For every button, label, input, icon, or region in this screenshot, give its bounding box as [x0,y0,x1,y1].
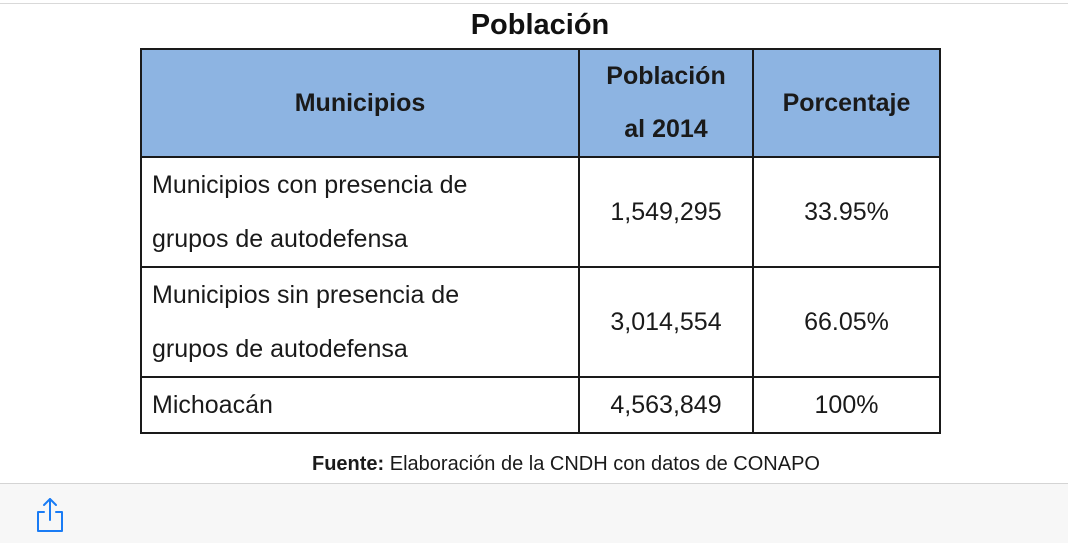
row-porcentaje: 33.95% [752,156,941,268]
table-row: Municipios con presencia de grupos de au… [140,156,941,268]
row-municipio-name: Municipios sin presencia de grupos de au… [140,266,580,378]
header-poblacion: Población al 2014 [578,48,754,158]
row-name-line2: grupos de autodefensa [152,225,408,253]
source-text: Elaboración de la CNDH con datos de CONA… [384,453,820,475]
row-porcentaje: 66.05% [752,266,941,378]
header-municipios: Municipios [140,48,580,158]
row-poblacion: 4,563,849 [578,376,754,434]
population-table: Municipios Población al 2014 Porcentaje … [140,48,941,434]
table-row: Municipios sin presencia de grupos de au… [140,266,941,378]
row-municipio-name: Municipios con presencia de grupos de au… [140,156,580,268]
share-icon [37,498,63,532]
row-porcentaje: 100% [752,376,941,434]
top-divider [0,3,1068,4]
row-name-line2: grupos de autodefensa [152,335,408,363]
source-label: Fuente: [312,453,385,475]
table-header-row: Municipios Población al 2014 Porcentaje [140,48,941,158]
bottom-toolbar [0,483,1068,543]
row-poblacion: 1,549,295 [578,156,754,268]
row-name-line1: Municipios con presencia de [152,171,468,199]
share-button[interactable] [33,496,67,534]
row-poblacion: 3,014,554 [578,266,754,378]
header-porcentaje: Porcentaje [752,48,941,158]
row-name-line1: Municipios sin presencia de [152,281,460,309]
table-row-total: Michoacán 4,563,849 100% [140,376,941,434]
header-poblacion-line1: Población [606,62,726,90]
source-note: Fuente: Elaboración de la CNDH con datos… [0,453,1068,476]
page-title: Población [470,9,610,41]
row-municipio-name: Michoacán [140,376,580,434]
header-poblacion-line2: al 2014 [624,115,708,143]
